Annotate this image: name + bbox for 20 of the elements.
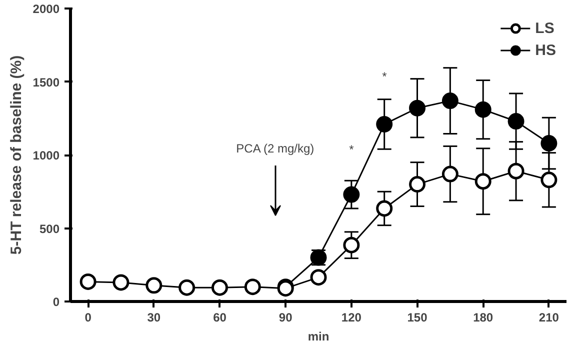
y-tick-label: 0 xyxy=(52,295,60,309)
x-axis-title: min xyxy=(308,330,330,344)
annotation: PCA (2 mg/kg) xyxy=(236,142,314,156)
legend-label: LS xyxy=(535,20,556,36)
y-tick-label: 500 xyxy=(39,222,60,236)
x-tick-label: 150 xyxy=(407,310,428,324)
annotation: * xyxy=(349,142,354,156)
annotation: * xyxy=(382,70,388,84)
x-tick-label: 180 xyxy=(473,310,494,324)
y-axis-title: 5-HT release of baseline (%) xyxy=(8,55,25,255)
x-tick-label: 0 xyxy=(84,310,92,324)
x-tick-label: 90 xyxy=(278,310,293,324)
legend-label: HS xyxy=(535,42,556,58)
x-tick-label: 30 xyxy=(147,310,161,324)
x-tick-label: 210 xyxy=(538,310,560,324)
y-tick-label: 2000 xyxy=(32,2,60,16)
y-tick-label: 1500 xyxy=(32,75,60,90)
x-tick-label: 120 xyxy=(341,310,362,324)
x-tick-label: 60 xyxy=(213,310,227,324)
y-tick-label: 1000 xyxy=(32,148,60,162)
